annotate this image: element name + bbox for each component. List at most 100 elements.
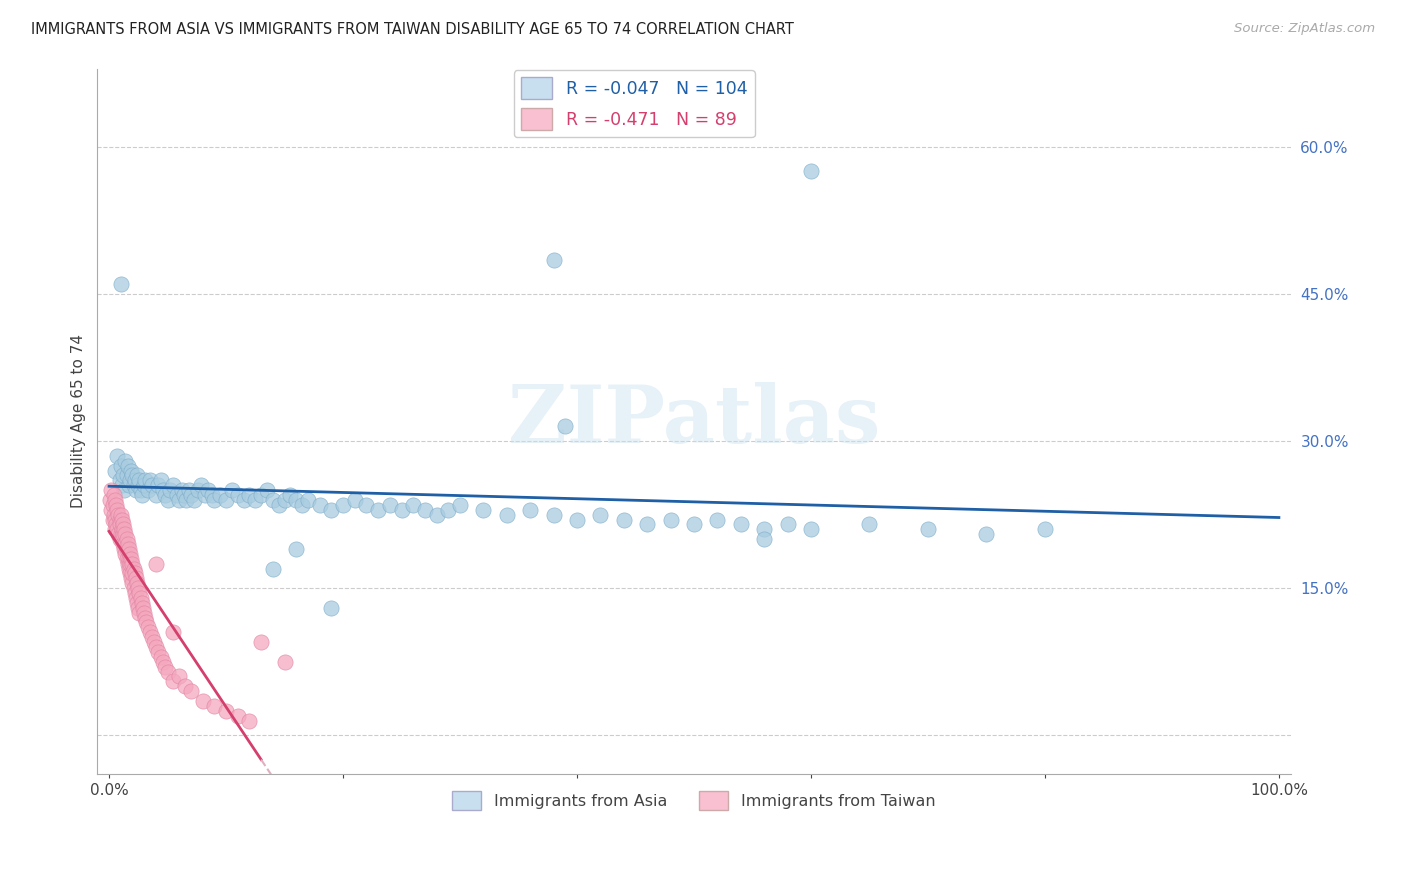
Point [754, 532, 776, 546]
Point [107, 508, 129, 522]
Point [128, 606, 150, 620]
Point [976, 527, 998, 541]
Point [858, 517, 880, 532]
Point [105, 517, 128, 532]
Point [215, 704, 238, 718]
Point [114, 453, 136, 467]
Point [297, 492, 319, 507]
Point [180, 488, 202, 502]
Point [156, 665, 179, 679]
Point [426, 508, 449, 522]
Point [659, 512, 682, 526]
Point [127, 576, 149, 591]
Point [105, 522, 128, 536]
Point [190, 478, 212, 492]
Point [238, 488, 260, 502]
Point [148, 478, 170, 492]
Point [135, 615, 157, 630]
Point [120, 557, 142, 571]
Point [127, 600, 149, 615]
Point [173, 488, 195, 502]
Point [118, 541, 141, 556]
Point [121, 557, 143, 571]
Point [128, 473, 150, 487]
Point [122, 581, 145, 595]
Point [127, 478, 149, 492]
Point [120, 566, 142, 581]
Point [134, 606, 156, 620]
Point [115, 532, 138, 546]
Point [129, 483, 152, 497]
Point [554, 419, 576, 434]
Point [112, 537, 135, 551]
Point [156, 492, 179, 507]
Point [125, 591, 148, 605]
Point [153, 659, 176, 673]
Point [152, 655, 174, 669]
Point [449, 498, 471, 512]
Point [162, 674, 184, 689]
Point [437, 502, 460, 516]
Point [134, 473, 156, 487]
Point [285, 492, 308, 507]
Point [117, 458, 139, 473]
Point [250, 635, 273, 649]
Point [197, 483, 219, 497]
Point [111, 512, 134, 526]
Point [114, 547, 136, 561]
Point [132, 600, 155, 615]
Point [543, 252, 565, 267]
Point [273, 492, 295, 507]
Point [118, 551, 141, 566]
Point [100, 483, 122, 497]
Point [153, 488, 176, 502]
Point [308, 498, 330, 512]
Point [402, 498, 425, 512]
Point [589, 508, 612, 522]
Point [134, 478, 156, 492]
Point [267, 498, 290, 512]
Point [167, 669, 190, 683]
Text: ZIPatlas: ZIPatlas [508, 383, 880, 460]
Point [636, 517, 658, 532]
Point [174, 492, 197, 507]
Point [131, 596, 153, 610]
Point [120, 547, 142, 561]
Point [110, 458, 132, 473]
Point [565, 512, 588, 526]
Point [152, 483, 174, 497]
Point [104, 463, 127, 477]
Point [273, 655, 295, 669]
Point [262, 561, 284, 575]
Point [201, 488, 224, 502]
Point [101, 512, 124, 526]
Point [104, 512, 127, 526]
Point [209, 488, 232, 502]
Point [145, 640, 167, 654]
Point [128, 586, 150, 600]
Point [141, 478, 163, 492]
Point [120, 551, 142, 566]
Point [115, 468, 138, 483]
Y-axis label: Disability Age 65 to 74: Disability Age 65 to 74 [72, 334, 86, 508]
Point [118, 561, 141, 575]
Point [105, 449, 128, 463]
Point [108, 517, 131, 532]
Point [127, 581, 149, 595]
Point [110, 277, 132, 292]
Point [367, 502, 389, 516]
Point [262, 492, 284, 507]
Point [495, 508, 517, 522]
Point [114, 527, 136, 541]
Point [112, 522, 135, 536]
Point [105, 498, 128, 512]
Point [1033, 522, 1056, 536]
Point [472, 502, 495, 516]
Point [148, 645, 170, 659]
Point [202, 492, 225, 507]
Point [120, 571, 142, 585]
Point [145, 488, 167, 502]
Point [110, 508, 132, 522]
Point [142, 635, 165, 649]
Point [139, 473, 162, 487]
